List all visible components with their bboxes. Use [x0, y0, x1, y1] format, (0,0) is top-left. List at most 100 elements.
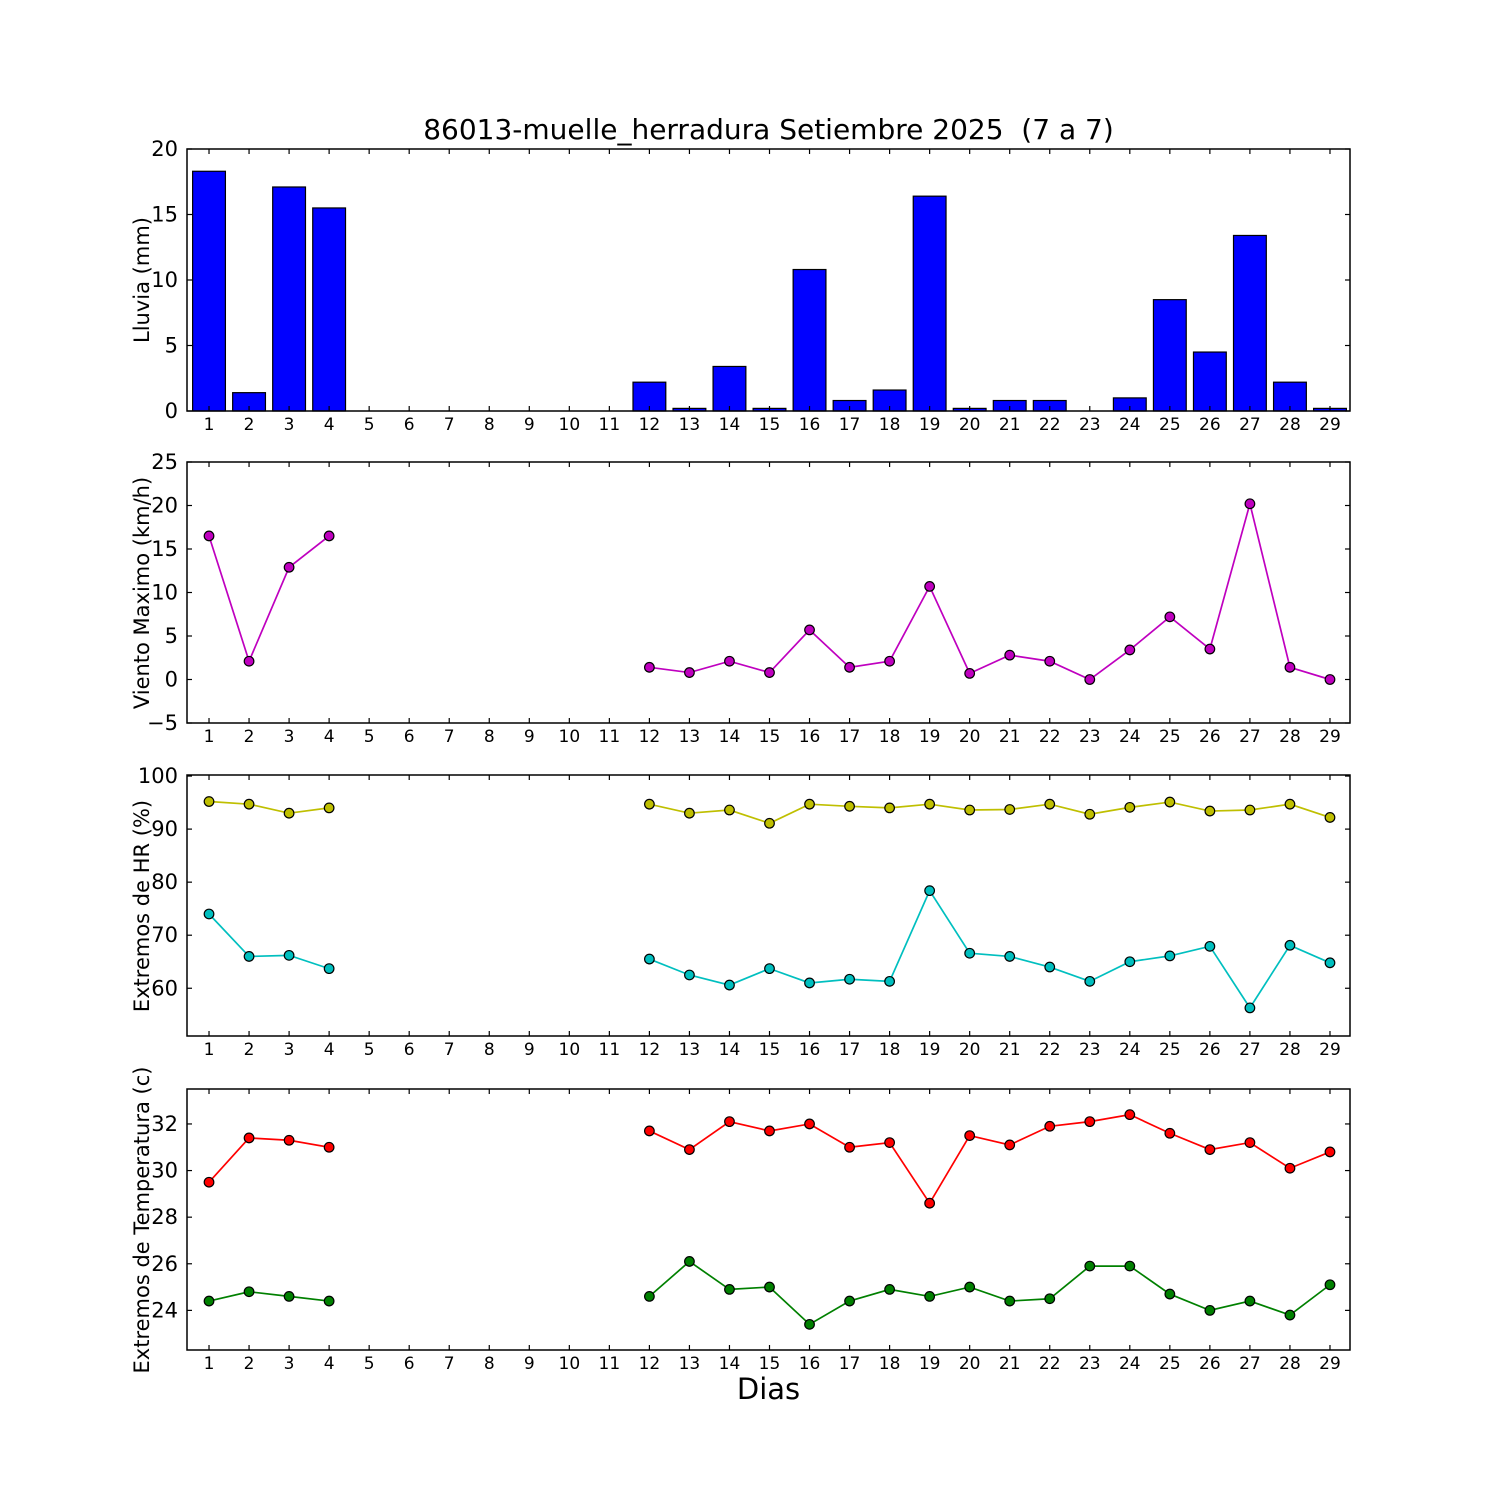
temp-min-marker-16	[804, 1318, 815, 1330]
svg-text:5: 5	[364, 1040, 375, 1060]
viento-maximo-marker-23	[1084, 674, 1096, 685]
svg-text:13: 13	[679, 727, 701, 747]
temp-max-marker-22	[1044, 1120, 1056, 1132]
svg-text:8: 8	[484, 415, 495, 435]
svg-text:18: 18	[879, 1354, 901, 1374]
viento-maximo-marker-14	[724, 655, 735, 667]
svg-text:21: 21	[999, 1354, 1021, 1374]
svg-text:4: 4	[324, 415, 335, 435]
lluvia-bar-27	[1232, 234, 1267, 412]
viento-maximo-marker-2	[243, 655, 255, 667]
temp-min-marker-23	[1084, 1260, 1096, 1272]
temp-min-series	[203, 1256, 1336, 1330]
svg-text:28: 28	[1279, 1040, 1301, 1060]
hr-min-marker-3	[283, 949, 295, 961]
svg-text:20: 20	[151, 494, 178, 518]
svg-text:12: 12	[639, 1354, 661, 1374]
svg-text:90: 90	[151, 817, 178, 841]
lluvia-bar-26	[1192, 351, 1227, 412]
svg-text:10: 10	[559, 727, 581, 747]
svg-text:8: 8	[484, 1354, 495, 1374]
svg-text:17: 17	[839, 1354, 861, 1374]
svg-text:16: 16	[799, 727, 821, 747]
hr-max-marker-16	[804, 798, 815, 810]
temp-min-marker-26	[1204, 1304, 1216, 1316]
svg-text:6: 6	[404, 1040, 415, 1060]
temp-max-marker-16	[804, 1118, 815, 1130]
svg-text:2: 2	[244, 727, 255, 747]
svg-text:18: 18	[879, 1040, 901, 1060]
svg-text:26: 26	[1199, 415, 1221, 435]
lluvia-y-ticks: 0 5 10 15 20	[151, 137, 1350, 423]
hr-min-marker-29	[1324, 957, 1336, 969]
ylabel-viento: Viento Maximo (km/h)	[130, 476, 154, 710]
temp-min-marker-2	[243, 1286, 255, 1298]
hr-max-marker-24	[1124, 801, 1136, 813]
temperatura-x-ticks: 1 2 3 4 5 6 7 8 9 10 11 12 13 14 15 16 17 18 19 20 21 22 23 24 2…	[204, 1089, 1341, 1374]
viento-x-ticks: 1 2 3 4 5 6 7 8 9 10 11 12 13 14 15 16 17 18 19 20 21 22 23 24 2…	[204, 462, 1341, 747]
svg-text:24: 24	[1119, 1040, 1141, 1060]
temp-min-marker-20	[964, 1281, 976, 1293]
temp-max-marker-2	[243, 1132, 255, 1144]
temp-min-marker-15	[764, 1281, 775, 1293]
svg-text:21: 21	[999, 1040, 1021, 1060]
temperatura-panel: 1 2 3 4 5 6 7 8 9 10 11 12 13 14 15 16 17 18 19 20 21 22 23 24 2…	[151, 1088, 1351, 1374]
hr-min-marker-21	[1004, 951, 1016, 962]
lluvia-bars	[192, 170, 1347, 412]
lluvia-bar-3	[272, 186, 307, 412]
svg-text:27: 27	[1239, 415, 1261, 435]
svg-text:22: 22	[1039, 1040, 1061, 1060]
svg-text:9: 9	[524, 415, 535, 435]
viento-maximo-marker-22	[1044, 655, 1056, 667]
svg-text:6: 6	[404, 727, 415, 747]
svg-text:4: 4	[324, 1354, 335, 1374]
svg-text:20: 20	[959, 727, 981, 747]
viento-maximo-marker-4	[323, 530, 335, 542]
hr-max-marker-18	[884, 802, 896, 814]
hr-max-marker-25	[1164, 796, 1176, 808]
temp-max-marker-18	[884, 1137, 896, 1148]
svg-text:20: 20	[959, 415, 981, 435]
hr-min-marker-23	[1084, 975, 1096, 987]
lluvia-bar-25	[1152, 299, 1187, 412]
hr-max-marker-14	[724, 804, 735, 816]
temp-min-marker-21	[1004, 1295, 1016, 1307]
svg-text:11: 11	[599, 1040, 621, 1060]
viento-maximo-marker-24	[1124, 644, 1136, 656]
svg-text:15: 15	[759, 415, 781, 435]
hr-max-marker-27	[1244, 804, 1256, 816]
svg-text:27: 27	[1239, 727, 1261, 747]
svg-text:12: 12	[639, 727, 661, 747]
svg-text:23: 23	[1079, 727, 1101, 747]
temp-max-marker-17	[844, 1141, 855, 1153]
hr-max-marker-17	[844, 800, 855, 812]
svg-text:3: 3	[284, 415, 295, 435]
hr-x-ticks: 1 2 3 4 5 6 7 8 9 10 11 12 13 14 15 16 17 18 19 20 21 22 23 24 2…	[204, 775, 1341, 1060]
svg-text:17: 17	[839, 415, 861, 435]
temperatura-y-ticks: 24 26 28 30 32	[151, 1112, 1350, 1322]
viento-maximo-marker-21	[1004, 649, 1016, 661]
svg-text:9: 9	[524, 1040, 535, 1060]
svg-text:28: 28	[151, 1205, 178, 1229]
svg-text:3: 3	[284, 1354, 295, 1374]
svg-text:25: 25	[1159, 1354, 1181, 1374]
svg-text:−5: −5	[147, 711, 178, 735]
svg-text:13: 13	[679, 415, 701, 435]
temp-max-marker-23	[1084, 1116, 1096, 1128]
svg-text:18: 18	[879, 727, 901, 747]
ylabel-lluvia: Lluvia (mm)	[130, 217, 154, 343]
hr-min-marker-2	[243, 951, 255, 962]
temp-min-marker-19	[924, 1291, 936, 1302]
svg-text:24: 24	[1119, 727, 1141, 747]
svg-text:19: 19	[919, 727, 941, 747]
svg-text:7: 7	[444, 727, 455, 747]
svg-text:3: 3	[284, 1040, 295, 1060]
hr-max-marker-12	[643, 798, 655, 810]
viento-maximo-marker-12	[643, 661, 655, 673]
hr-min-marker-24	[1124, 956, 1136, 968]
svg-text:5: 5	[165, 334, 178, 358]
hr-frame	[186, 774, 1351, 1037]
svg-text:17: 17	[839, 727, 861, 747]
svg-text:15: 15	[759, 1040, 781, 1060]
svg-text:24: 24	[151, 1298, 178, 1322]
